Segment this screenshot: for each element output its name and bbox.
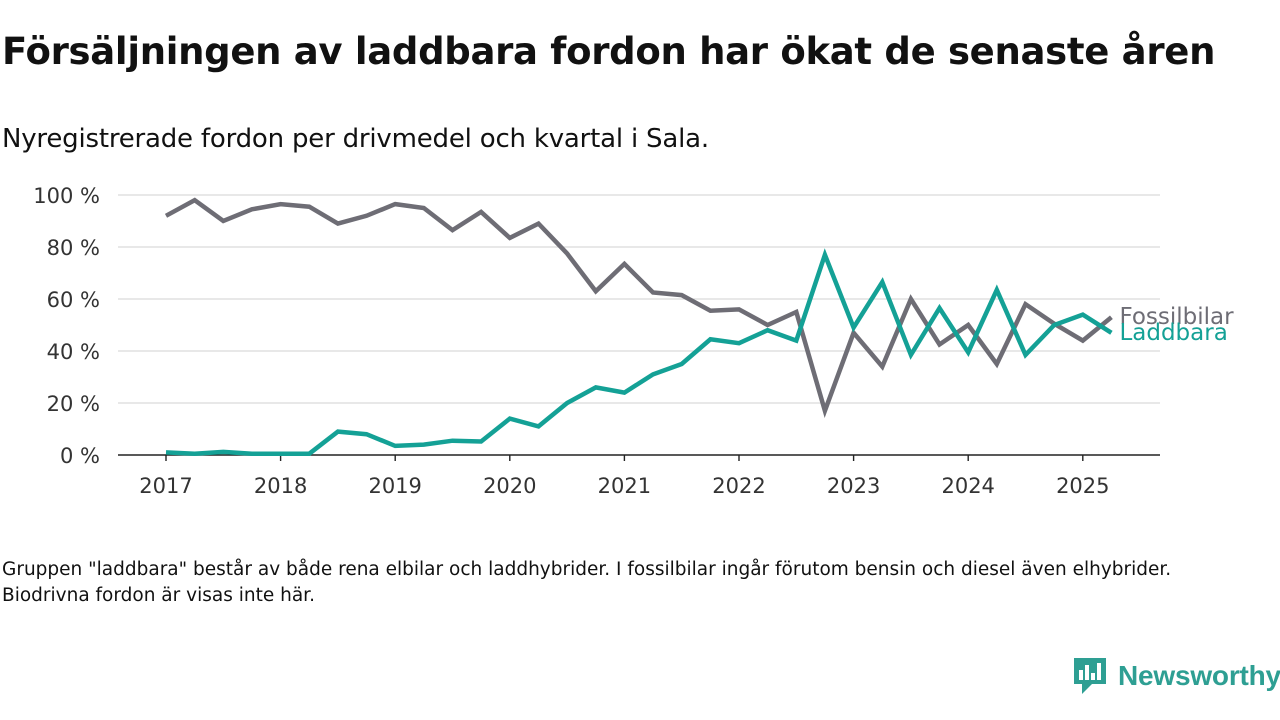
y-tick-label: 40 % [47,340,100,364]
x-tick-label: 2019 [368,474,421,498]
chart-subtitle: Nyregistrerade fordon per drivmedel och … [2,124,709,154]
brand[interactable]: Newsworthy [1072,656,1280,696]
x-tick-label: 2025 [1056,474,1109,498]
y-tick-label: 80 % [47,236,100,260]
x-tick-label: 2020 [483,474,536,498]
x-tick-label: 2022 [712,474,765,498]
footnote: Gruppen "laddbara" består av både rena e… [2,559,1172,606]
series-line-laddbara [165,248,1113,456]
x-tick-label: 2024 [941,474,994,498]
line-chart: 0 % 20 % 40 % 60 % 80 % 100 % 2017 2018 2019 2020… [33,184,1234,498]
x-tick-label: 2021 [598,474,651,498]
y-tick-label: 100 % [33,184,100,208]
chart-title: Försäljningen av laddbara fordon har öka… [2,30,1216,73]
y-tick-label: 0 % [60,444,100,468]
x-tick-label: 2018 [254,474,307,498]
brand-name: Newsworthy [1118,660,1280,691]
series-line-fossilbilar [164,197,1113,419]
series-label-laddbara: Laddbara [1119,320,1227,346]
x-tick-label: 2017 [139,474,192,498]
series-label-fossilbilar: Fossilbilar [1119,304,1234,330]
y-tick-label: 20 % [47,392,100,416]
newsworthy-logo-icon [1074,658,1106,694]
y-tick-label: 60 % [47,288,100,312]
x-tick-label: 2023 [827,474,880,498]
